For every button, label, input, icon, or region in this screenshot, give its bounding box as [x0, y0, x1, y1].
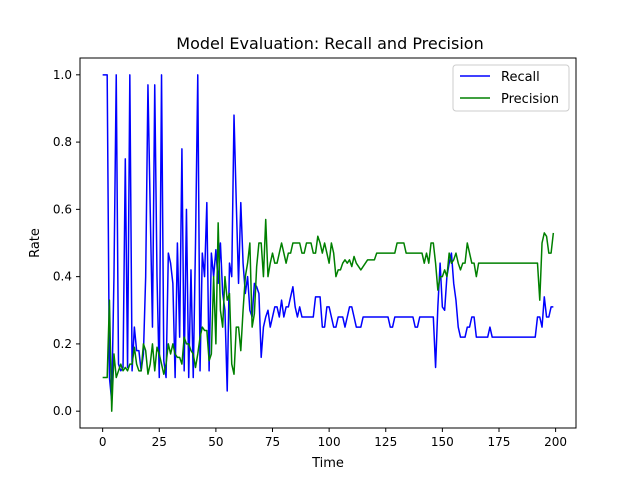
y-axis-label: Rate [28, 228, 43, 258]
y-tick-label: 0.4 [53, 270, 72, 284]
x-tick-label: 175 [488, 435, 511, 449]
y-tick-label: 0.6 [53, 202, 72, 216]
chart-title: Model Evaluation: Recall and Precision [176, 34, 483, 53]
x-tick-label: 200 [544, 435, 567, 449]
y-tick-label: 0.8 [53, 135, 72, 149]
x-tick-label: 50 [208, 435, 223, 449]
legend-label-recall: Recall [501, 70, 540, 85]
axes-frame [79, 57, 577, 429]
x-tick-label: 25 [152, 435, 167, 449]
recall-line [102, 74, 554, 402]
x-axis-label: Time [311, 456, 344, 471]
x-tick-label: 150 [431, 435, 454, 449]
legend-label-precision: Precision [501, 92, 559, 107]
y-tick-label: 0.2 [53, 337, 72, 351]
x-tick-label: 75 [265, 435, 280, 449]
y-tick-label: 0.0 [53, 404, 72, 418]
legend: Recall Precision [452, 64, 570, 112]
y-axis-ticks: 0.0 0.2 0.4 0.6 0.8 1.0 [53, 68, 80, 418]
x-tick-label: 100 [318, 435, 341, 449]
x-axis-ticks: 0 25 50 75 100 125 150 175 200 [99, 428, 567, 449]
precision-line [102, 218, 555, 412]
y-tick-label: 1.0 [53, 68, 72, 82]
x-tick-label: 0 [99, 435, 107, 449]
x-tick-label: 125 [374, 435, 397, 449]
plot-area [102, 74, 555, 412]
